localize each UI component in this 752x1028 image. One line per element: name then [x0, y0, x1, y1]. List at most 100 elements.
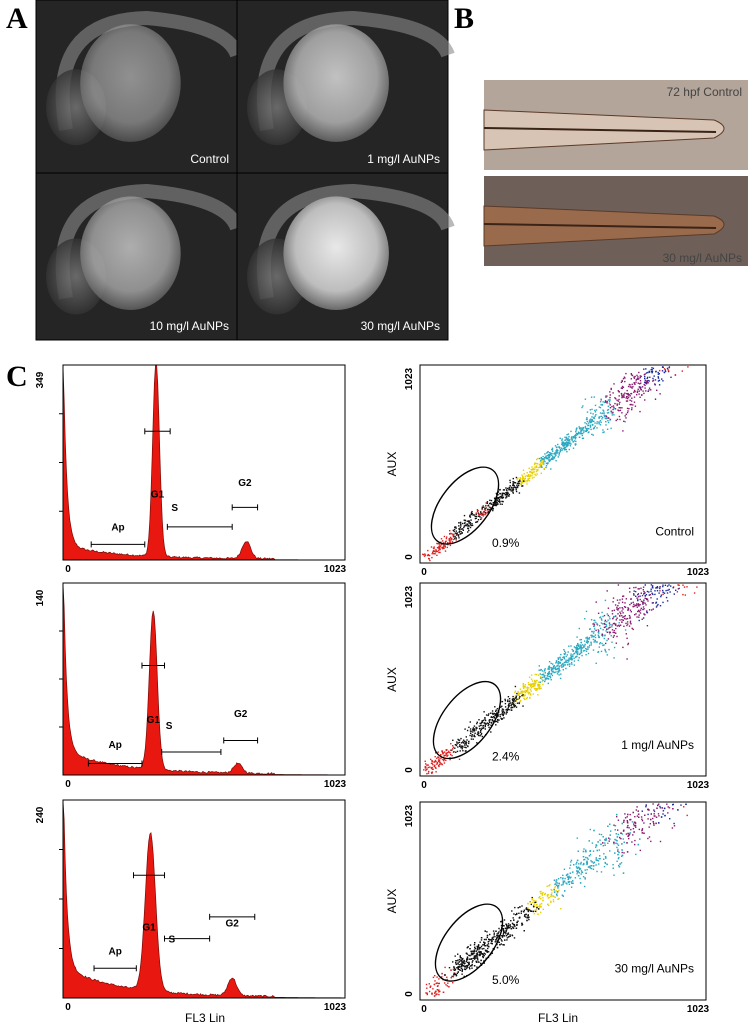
- dot: [556, 885, 557, 886]
- dot: [558, 890, 559, 891]
- dot: [625, 417, 626, 418]
- dot: [634, 825, 635, 826]
- dot: [491, 941, 492, 942]
- dot: [533, 477, 534, 478]
- dot: [459, 742, 460, 743]
- dot: [470, 733, 471, 734]
- dot: [608, 608, 609, 609]
- dot: [542, 670, 543, 671]
- dot: [657, 590, 658, 591]
- dot: [661, 816, 662, 817]
- x-tick-label: 0: [421, 567, 427, 578]
- dot: [639, 620, 640, 621]
- dot: [596, 423, 597, 424]
- dot: [653, 608, 654, 609]
- dot: [533, 683, 534, 684]
- dot: [453, 976, 454, 977]
- condition-label: 1 mg/l AuNPs: [621, 738, 694, 752]
- dot: [480, 947, 481, 948]
- dot: [523, 683, 524, 684]
- dot: [518, 913, 519, 914]
- dot: [493, 713, 494, 714]
- dot: [546, 457, 547, 458]
- dot: [468, 727, 469, 728]
- dot: [489, 720, 490, 721]
- dot: [675, 590, 676, 591]
- dot: [579, 878, 580, 879]
- dot: [474, 942, 475, 943]
- dot: [623, 822, 624, 823]
- dot: [625, 623, 626, 624]
- dot: [544, 453, 545, 454]
- dot: [474, 514, 475, 515]
- dot: [504, 939, 505, 940]
- axes-frame: [63, 365, 345, 560]
- embryo-image: 1 mg/l AuNPs: [237, 0, 448, 173]
- dot: [668, 806, 669, 807]
- dot: [611, 624, 612, 625]
- dot: [617, 849, 618, 850]
- dot: [438, 751, 439, 752]
- dot: [492, 710, 493, 711]
- dot: [444, 762, 445, 763]
- dot: [545, 678, 546, 679]
- dot: [471, 954, 472, 955]
- dot: [600, 404, 601, 405]
- dot: [602, 616, 603, 617]
- dot: [455, 960, 456, 961]
- dot: [550, 667, 551, 668]
- dot: [567, 662, 568, 663]
- dot: [641, 608, 642, 609]
- dot: [461, 962, 462, 963]
- dot: [618, 852, 619, 853]
- dot: [577, 872, 578, 873]
- dot: [487, 505, 488, 506]
- dot: [599, 646, 600, 647]
- dot: [600, 424, 601, 425]
- dot: [549, 669, 550, 670]
- dot: [597, 850, 598, 851]
- dot: [523, 691, 524, 692]
- dot: [521, 913, 522, 914]
- dot: [535, 475, 536, 476]
- dot: [622, 855, 623, 856]
- dot: [619, 395, 620, 396]
- dot: [619, 419, 620, 420]
- dot: [492, 943, 493, 944]
- dot: [462, 965, 463, 966]
- dot: [518, 485, 519, 486]
- dot: [639, 397, 640, 398]
- dot: [634, 376, 635, 377]
- dot: [500, 497, 501, 498]
- dot: [493, 939, 494, 940]
- dot: [460, 960, 461, 961]
- dot: [552, 449, 553, 450]
- dot: [460, 738, 461, 739]
- dot: [609, 622, 610, 623]
- dot: [620, 407, 621, 408]
- dot: [640, 380, 641, 381]
- dot: [630, 832, 631, 833]
- dot: [609, 397, 610, 398]
- dot: [511, 704, 512, 705]
- dot: [571, 436, 572, 437]
- dot: [597, 860, 598, 861]
- dot: [580, 646, 581, 647]
- dot: [643, 602, 644, 603]
- dot: [647, 591, 648, 592]
- dot: [478, 733, 479, 734]
- dot: [506, 489, 507, 490]
- dot: [507, 699, 508, 700]
- dot: [569, 884, 570, 885]
- dot: [469, 968, 470, 969]
- dot: [580, 882, 581, 883]
- dot: [599, 840, 600, 841]
- dot: [467, 531, 468, 532]
- dot: [643, 600, 644, 601]
- dot: [488, 943, 489, 944]
- dot: [645, 604, 646, 605]
- dot: [626, 638, 627, 639]
- dot: [644, 592, 645, 593]
- dot: [502, 501, 503, 502]
- dot: [574, 664, 575, 665]
